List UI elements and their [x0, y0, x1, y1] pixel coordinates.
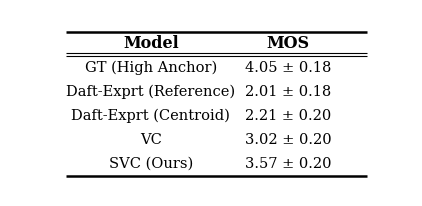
Text: MOS: MOS: [267, 35, 310, 52]
Text: 3.02 ± 0.20: 3.02 ± 0.20: [245, 133, 332, 147]
Text: GT (High Anchor): GT (High Anchor): [85, 61, 217, 75]
Text: Daft-Exprt (Centroid): Daft-Exprt (Centroid): [71, 109, 230, 123]
Text: VC: VC: [140, 133, 162, 147]
Text: 3.57 ± 0.20: 3.57 ± 0.20: [245, 157, 331, 171]
Text: 2.21 ± 0.20: 2.21 ± 0.20: [245, 109, 331, 123]
Text: Daft-Exprt (Reference): Daft-Exprt (Reference): [66, 85, 235, 99]
Text: 4.05 ± 0.18: 4.05 ± 0.18: [245, 61, 331, 75]
Text: 2.01 ± 0.18: 2.01 ± 0.18: [245, 85, 331, 99]
Text: SVC (Ours): SVC (Ours): [109, 157, 193, 171]
Text: Model: Model: [123, 35, 179, 52]
